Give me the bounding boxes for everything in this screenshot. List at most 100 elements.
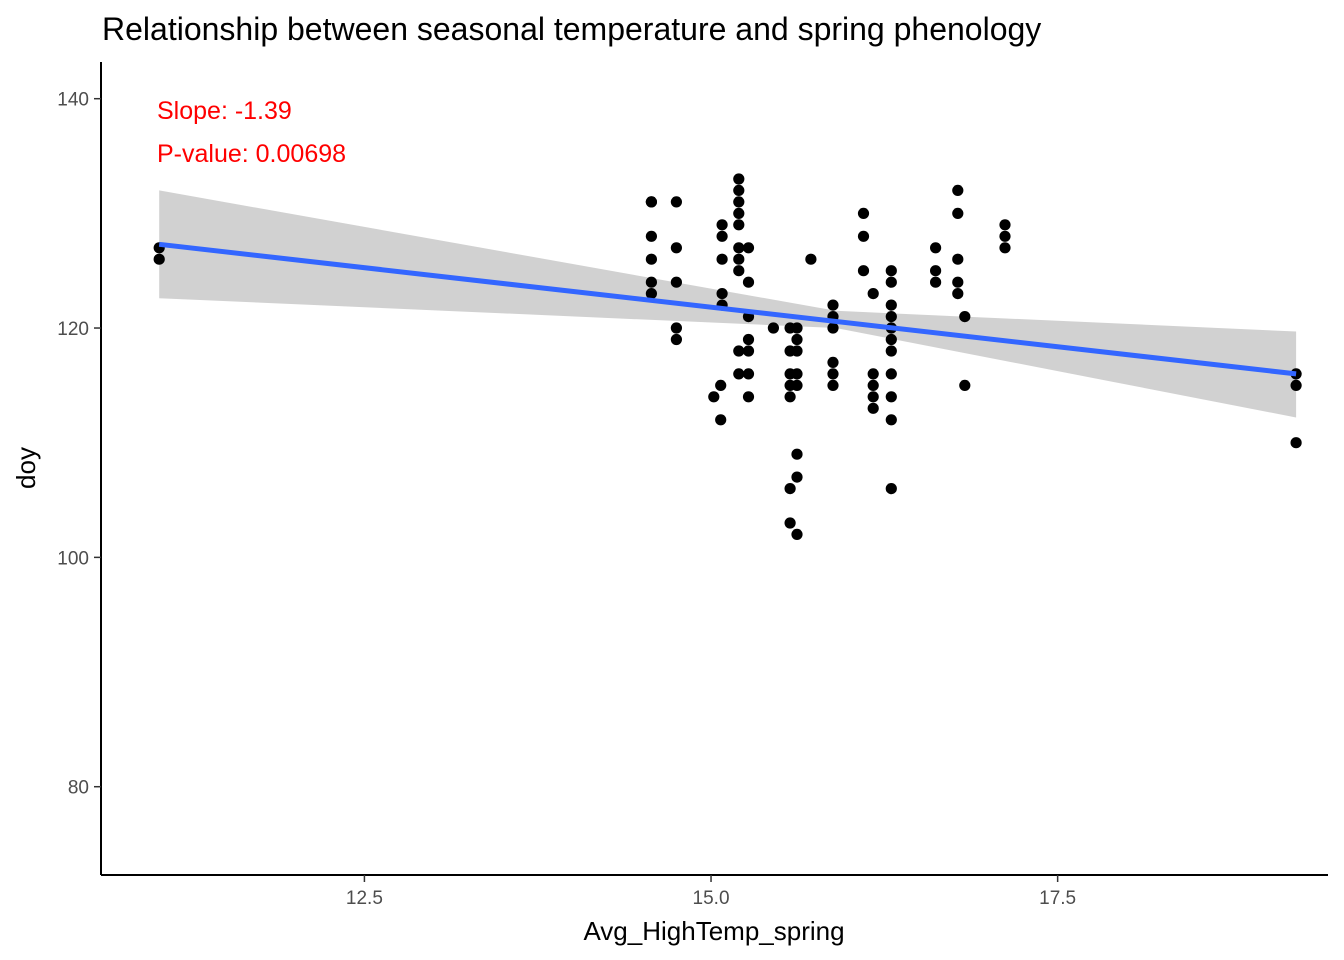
data-point bbox=[733, 196, 745, 208]
x-tick-label: 17.5 bbox=[1039, 888, 1076, 909]
data-point bbox=[716, 253, 728, 265]
data-point bbox=[791, 368, 803, 380]
y-axis-title: doy bbox=[11, 447, 41, 489]
data-point bbox=[670, 242, 683, 254]
y-tick-label: 140 bbox=[57, 90, 89, 111]
data-point bbox=[715, 379, 727, 391]
data-point bbox=[930, 242, 942, 254]
data-point bbox=[827, 379, 839, 391]
data-point bbox=[645, 276, 658, 288]
data-point bbox=[867, 368, 879, 380]
data-point bbox=[645, 288, 658, 300]
data-point bbox=[930, 265, 942, 277]
data-point bbox=[784, 517, 796, 529]
data-point bbox=[930, 276, 942, 288]
data-point bbox=[867, 402, 879, 414]
data-point bbox=[885, 345, 897, 357]
data-point bbox=[952, 288, 964, 300]
slope-annotation: Slope: -1.39 bbox=[157, 97, 292, 125]
data-point bbox=[885, 391, 897, 403]
data-point bbox=[791, 471, 803, 483]
data-point bbox=[645, 253, 658, 265]
data-point bbox=[742, 333, 755, 346]
confidence-band bbox=[159, 190, 1297, 418]
data-point bbox=[733, 253, 745, 265]
y-axis-ticks: 80 100 120 140 bbox=[57, 90, 101, 799]
data-point bbox=[885, 483, 897, 495]
data-point bbox=[885, 265, 897, 277]
data-point bbox=[857, 207, 870, 219]
data-point bbox=[1290, 437, 1302, 449]
data-point bbox=[885, 299, 897, 311]
data-point bbox=[999, 230, 1011, 242]
data-point bbox=[742, 391, 755, 403]
data-point bbox=[885, 414, 897, 426]
data-point bbox=[959, 379, 971, 391]
data-point bbox=[645, 230, 658, 242]
y-tick-label: 100 bbox=[57, 548, 89, 569]
data-point bbox=[670, 276, 683, 288]
data-point bbox=[645, 196, 658, 208]
data-point bbox=[742, 276, 755, 288]
data-point bbox=[716, 288, 728, 300]
data-point bbox=[733, 173, 745, 185]
data-point bbox=[791, 345, 803, 357]
data-point bbox=[733, 219, 745, 231]
x-axis-ticks: 12.5 15.0 17.5 bbox=[346, 875, 1076, 909]
data-point bbox=[857, 230, 870, 242]
regression-line bbox=[158, 241, 1297, 377]
y-tick-label: 80 bbox=[68, 778, 89, 799]
data-point bbox=[733, 368, 745, 380]
data-point bbox=[827, 368, 839, 380]
data-point bbox=[805, 253, 817, 265]
plot-area bbox=[153, 173, 1302, 541]
chart-title: Relationship between seasonal temperatur… bbox=[102, 11, 1041, 47]
data-point bbox=[791, 528, 803, 541]
data-point bbox=[885, 368, 897, 380]
data-point bbox=[742, 345, 755, 357]
data-point bbox=[733, 207, 745, 219]
data-point bbox=[733, 345, 745, 357]
data-point bbox=[716, 219, 728, 231]
data-point bbox=[885, 276, 897, 288]
data-point bbox=[827, 322, 839, 334]
data-point bbox=[952, 253, 964, 265]
y-tick-label: 120 bbox=[57, 319, 89, 340]
data-point bbox=[867, 288, 879, 300]
x-tick-label: 12.5 bbox=[346, 888, 383, 909]
data-point bbox=[999, 219, 1011, 231]
data-point bbox=[716, 230, 728, 242]
data-point bbox=[999, 242, 1011, 254]
data-point bbox=[733, 242, 745, 254]
data-point bbox=[791, 448, 803, 460]
data-point bbox=[857, 265, 870, 277]
data-point bbox=[791, 333, 803, 346]
data-point bbox=[742, 242, 755, 254]
data-point bbox=[952, 207, 964, 219]
data-point bbox=[791, 379, 803, 391]
data-point bbox=[867, 391, 879, 403]
data-point bbox=[959, 311, 971, 323]
data-point bbox=[885, 311, 897, 323]
data-point bbox=[742, 368, 755, 380]
data-point bbox=[708, 391, 720, 403]
data-point bbox=[670, 333, 683, 346]
x-tick-label: 15.0 bbox=[693, 888, 730, 909]
data-point bbox=[784, 483, 796, 495]
data-point bbox=[885, 333, 897, 346]
data-point bbox=[153, 253, 165, 265]
data-point bbox=[1290, 379, 1302, 391]
data-point bbox=[670, 196, 683, 208]
data-point bbox=[767, 322, 780, 334]
data-point bbox=[791, 322, 803, 334]
data-point bbox=[670, 322, 683, 334]
data-point bbox=[733, 265, 745, 277]
data-point bbox=[952, 184, 964, 196]
data-point bbox=[827, 299, 839, 311]
data-point bbox=[952, 276, 964, 288]
data-point bbox=[733, 184, 745, 196]
data-point bbox=[784, 391, 796, 403]
data-point bbox=[715, 414, 727, 426]
p-value-annotation: P-value: 0.00698 bbox=[157, 140, 346, 168]
